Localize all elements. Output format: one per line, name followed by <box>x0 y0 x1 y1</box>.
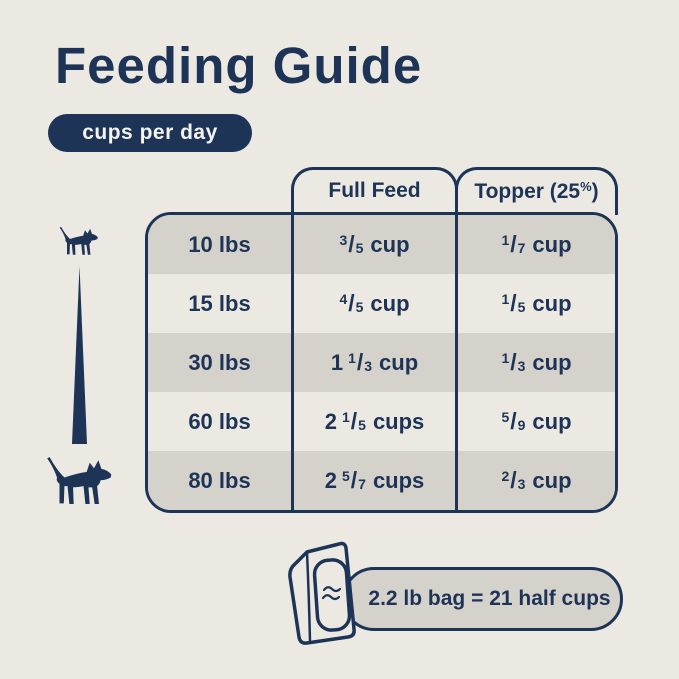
column-header-full-feed: Full Feed <box>291 167 458 215</box>
kibble-bag-icon <box>278 540 360 650</box>
weight-label: 15 lbs <box>188 290 251 316</box>
fraction-slash: / <box>510 231 517 257</box>
page-title: Feeding Guide <box>55 37 423 94</box>
fraction-denominator: 7 <box>358 476 366 492</box>
badge-label: cups per day <box>82 121 218 144</box>
fraction-slash: / <box>350 467 358 493</box>
full-feed-cell: 2 5/7 cups <box>291 451 455 510</box>
fraction-slash: / <box>348 290 355 316</box>
fraction-denominator: 5 <box>355 299 364 315</box>
unit-label: cup <box>370 291 410 316</box>
full-feed-cell: 3/5 cup <box>291 215 455 274</box>
amount-value: 1 1/3 cup <box>331 349 418 376</box>
unit-label: cups <box>372 409 425 434</box>
unit-label: cup <box>532 350 572 375</box>
unit-label: cup <box>379 350 419 375</box>
fraction-denominator: 7 <box>517 240 526 256</box>
fraction-slash: / <box>348 231 355 257</box>
topper-label: Topper (25%) <box>474 178 599 203</box>
column-header-topper: Topper (25%) <box>455 167 618 215</box>
weight-label: 30 lbs <box>188 349 251 375</box>
weight-label: 60 lbs <box>188 408 251 434</box>
full-feed-cell: 1 1/3 cup <box>291 333 455 392</box>
full-feed-cell: 2 1/5 cups <box>291 392 455 451</box>
weight-label: 10 lbs <box>188 231 251 257</box>
amount-value: 3/5 cup <box>339 231 409 258</box>
fraction-numerator: 1 <box>501 350 510 366</box>
fraction-slash: / <box>510 349 517 375</box>
full-feed-cell: 4/5 cup <box>291 274 455 333</box>
feeding-table-body: 10 lbs 3/5 cup 1/7 cup 15 lbs 4/5 cup 1/5 cup 30 l… <box>145 212 618 513</box>
table-row: 10 lbs 3/5 cup 1/7 cup <box>148 215 615 274</box>
fraction-slash: / <box>510 408 517 434</box>
fraction-numerator: 4 <box>339 291 348 307</box>
fraction-numerator: 3 <box>339 232 348 248</box>
large-dog-icon <box>41 452 115 508</box>
fraction-numerator: 5 <box>341 468 350 484</box>
full-feed-label: Full Feed <box>328 179 421 202</box>
cups-per-day-badge: cups per day <box>48 114 252 152</box>
fraction-numerator: 1 <box>341 409 350 425</box>
amount-value: 1/3 cup <box>501 349 571 376</box>
bag-yield-note: 2.2 lb bag = 21 half cups <box>342 567 623 631</box>
fraction-slash: / <box>350 408 358 434</box>
table-row: 30 lbs 1 1/3 cup 1/3 cup <box>148 333 615 392</box>
fraction-denominator: 3 <box>517 476 526 492</box>
topper-cell: 1/3 cup <box>455 333 615 392</box>
unit-label: cup <box>532 409 572 434</box>
whole-number: 1 <box>330 350 344 375</box>
size-scale-wedge <box>72 266 87 444</box>
whole-number: 2 <box>324 468 337 493</box>
fraction-denominator: 3 <box>517 358 526 374</box>
topper-cell: 2/3 cup <box>455 451 615 510</box>
amount-value: 2 5/7 cups <box>325 467 425 494</box>
fraction-numerator: 1 <box>501 232 510 248</box>
fraction-denominator: 9 <box>517 417 526 433</box>
unit-label: cup <box>532 291 572 316</box>
unit-label: cups <box>372 468 425 493</box>
amount-value: 4/5 cup <box>339 290 409 317</box>
unit-label: cup <box>370 232 410 257</box>
weight-label: 80 lbs <box>188 467 251 493</box>
amount-value: 1/5 cup <box>501 290 571 317</box>
amount-value: 2 1/5 cups <box>325 408 425 435</box>
fraction-numerator: 2 <box>501 468 510 484</box>
topper-cell: 5/9 cup <box>455 392 615 451</box>
table-row: 15 lbs 4/5 cup 1/5 cup <box>148 274 615 333</box>
amount-value: 5/9 cup <box>501 408 571 435</box>
fraction-denominator: 3 <box>364 358 373 374</box>
weight-cell: 30 lbs <box>148 333 291 392</box>
fraction-slash: / <box>510 290 517 316</box>
topper-cell: 1/7 cup <box>455 215 615 274</box>
weight-cell: 60 lbs <box>148 392 291 451</box>
unit-label: cup <box>532 232 572 257</box>
topper-cell: 1/5 cup <box>455 274 615 333</box>
weight-cell: 80 lbs <box>148 451 291 510</box>
fraction-numerator: 1 <box>348 350 356 366</box>
bag-yield-text: 2.2 lb bag = 21 half cups <box>368 587 611 610</box>
whole-number: 2 <box>324 409 337 434</box>
fraction-denominator: 5 <box>358 417 366 433</box>
unit-label: cup <box>532 468 572 493</box>
table-row: 60 lbs 2 1/5 cups 5/9 cup <box>148 392 615 451</box>
fraction-denominator: 5 <box>517 299 526 315</box>
amount-value: 2/3 cup <box>501 467 571 494</box>
fraction-numerator: 1 <box>501 291 510 307</box>
fraction-numerator: 5 <box>501 409 510 425</box>
weight-cell: 10 lbs <box>148 215 291 274</box>
fraction-slash: / <box>356 349 364 375</box>
weight-cell: 15 lbs <box>148 274 291 333</box>
amount-value: 1/7 cup <box>501 231 571 258</box>
table-row: 80 lbs 2 5/7 cups 2/3 cup <box>148 451 615 510</box>
small-dog-icon <box>56 224 100 257</box>
fraction-denominator: 5 <box>355 240 364 256</box>
fraction-slash: / <box>510 467 517 493</box>
